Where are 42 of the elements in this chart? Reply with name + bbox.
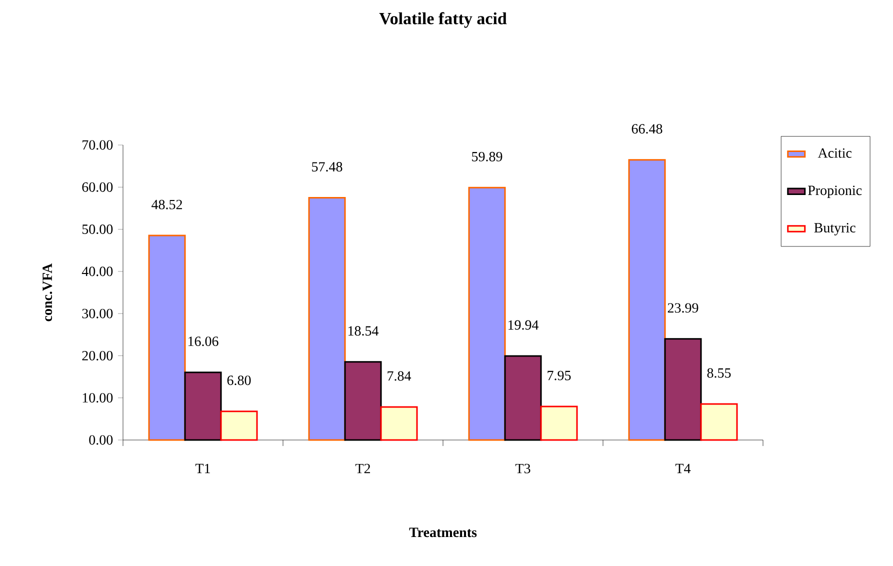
bar <box>380 406 418 441</box>
bar <box>344 361 382 441</box>
bar <box>468 186 506 441</box>
y-tick-label: 40.00 <box>82 266 113 276</box>
data-label: 16.06 <box>188 336 218 346</box>
bar <box>220 410 258 441</box>
y-axis-title: conc.VFA <box>42 263 52 322</box>
data-label: 7.84 <box>388 371 412 381</box>
y-tick-label: 10.00 <box>82 393 113 403</box>
x-tick-label: T1 <box>195 464 210 474</box>
bar <box>308 197 346 441</box>
bar <box>504 355 542 441</box>
bar <box>700 403 738 441</box>
bar <box>540 406 578 441</box>
y-tick-label: 20.00 <box>82 350 113 360</box>
data-label: 57.48 <box>312 162 342 172</box>
x-axis-title: Treatments <box>409 528 477 538</box>
data-label: 59.89 <box>472 152 502 162</box>
bar <box>184 372 222 441</box>
data-label: 48.52 <box>152 200 182 210</box>
x-tick-label: T3 <box>515 464 530 474</box>
data-label: 8.55 <box>707 368 731 378</box>
bar <box>148 234 186 441</box>
y-tick-label: 50.00 <box>82 224 113 234</box>
bar <box>628 159 666 441</box>
legend-label: Acitic <box>818 148 852 158</box>
data-label: 19.94 <box>508 320 539 330</box>
data-label: 66.48 <box>632 124 662 134</box>
legend-label: Propionic <box>808 186 862 198</box>
y-tick-label: 60.00 <box>82 182 113 192</box>
y-tick-label: 30.00 <box>82 308 113 318</box>
data-label: 6.80 <box>227 376 251 386</box>
data-label: 23.99 <box>668 303 698 313</box>
data-label: 7.95 <box>548 370 571 380</box>
x-tick-label: T2 <box>355 464 370 474</box>
x-tick-label: T4 <box>675 464 691 474</box>
y-tick-label: 70.00 <box>82 140 113 150</box>
legend-label: Butyric <box>814 223 856 236</box>
data-label: 18.54 <box>348 326 379 336</box>
chart-title: Volatile fatty acid <box>379 12 507 28</box>
y-tick-label: 0.00 <box>89 435 113 445</box>
bar <box>664 338 702 441</box>
